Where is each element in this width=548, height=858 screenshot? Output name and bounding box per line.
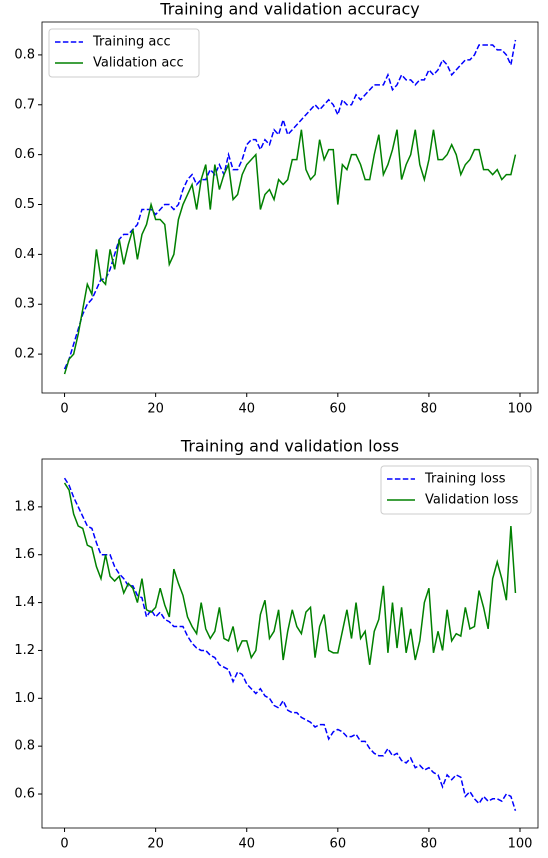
x-tick-label: 20	[147, 837, 164, 852]
legend-label: Training loss	[424, 472, 506, 487]
x-tick-label: 0	[60, 837, 68, 852]
y-tick-label: 0.7	[14, 97, 35, 112]
y-tick-label: 1.0	[14, 691, 35, 706]
legend-label: Validation loss	[425, 493, 519, 508]
y-tick-label: 1.4	[14, 595, 35, 610]
x-tick-label: 100	[508, 837, 533, 852]
series-line	[63, 482, 517, 665]
y-tick-label: 1.2	[14, 643, 35, 658]
x-tick-label: 80	[421, 402, 438, 417]
legend-box	[380, 465, 532, 515]
x-tick-label: 40	[238, 837, 255, 852]
y-tick-label: 1.8	[14, 499, 35, 514]
x-tick-label: 80	[421, 837, 438, 852]
legend-label: Validation acc	[93, 56, 184, 71]
y-tick-label: 0.3	[14, 297, 35, 312]
y-tick-label: 0.5	[14, 197, 35, 212]
y-tick-label: 0.4	[14, 247, 35, 262]
y-tick-label: 1.6	[14, 547, 35, 562]
y-tick-label: 0.6	[14, 147, 35, 162]
series-line	[63, 477, 517, 811]
y-tick-label: 0.8	[14, 47, 35, 62]
chart-title: Training and validation loss	[180, 437, 399, 456]
y-tick-label: 0.2	[14, 347, 35, 362]
x-tick-label: 0	[60, 402, 68, 417]
x-tick-label: 100	[508, 402, 533, 417]
axes-frame	[41, 21, 539, 394]
legend-label: Training acc	[92, 35, 171, 50]
x-tick-label: 60	[330, 402, 347, 417]
x-tick-label: 40	[238, 402, 255, 417]
chart-title: Training and validation accuracy	[159, 0, 419, 19]
x-tick-label: 60	[330, 837, 347, 852]
x-tick-label: 20	[147, 402, 164, 417]
series-line	[63, 129, 517, 375]
y-tick-label: 0.6	[14, 787, 35, 802]
y-tick-label: 0.8	[14, 739, 35, 754]
axes-frame	[41, 458, 539, 829]
series-line	[63, 39, 517, 370]
legend-box	[48, 28, 200, 78]
